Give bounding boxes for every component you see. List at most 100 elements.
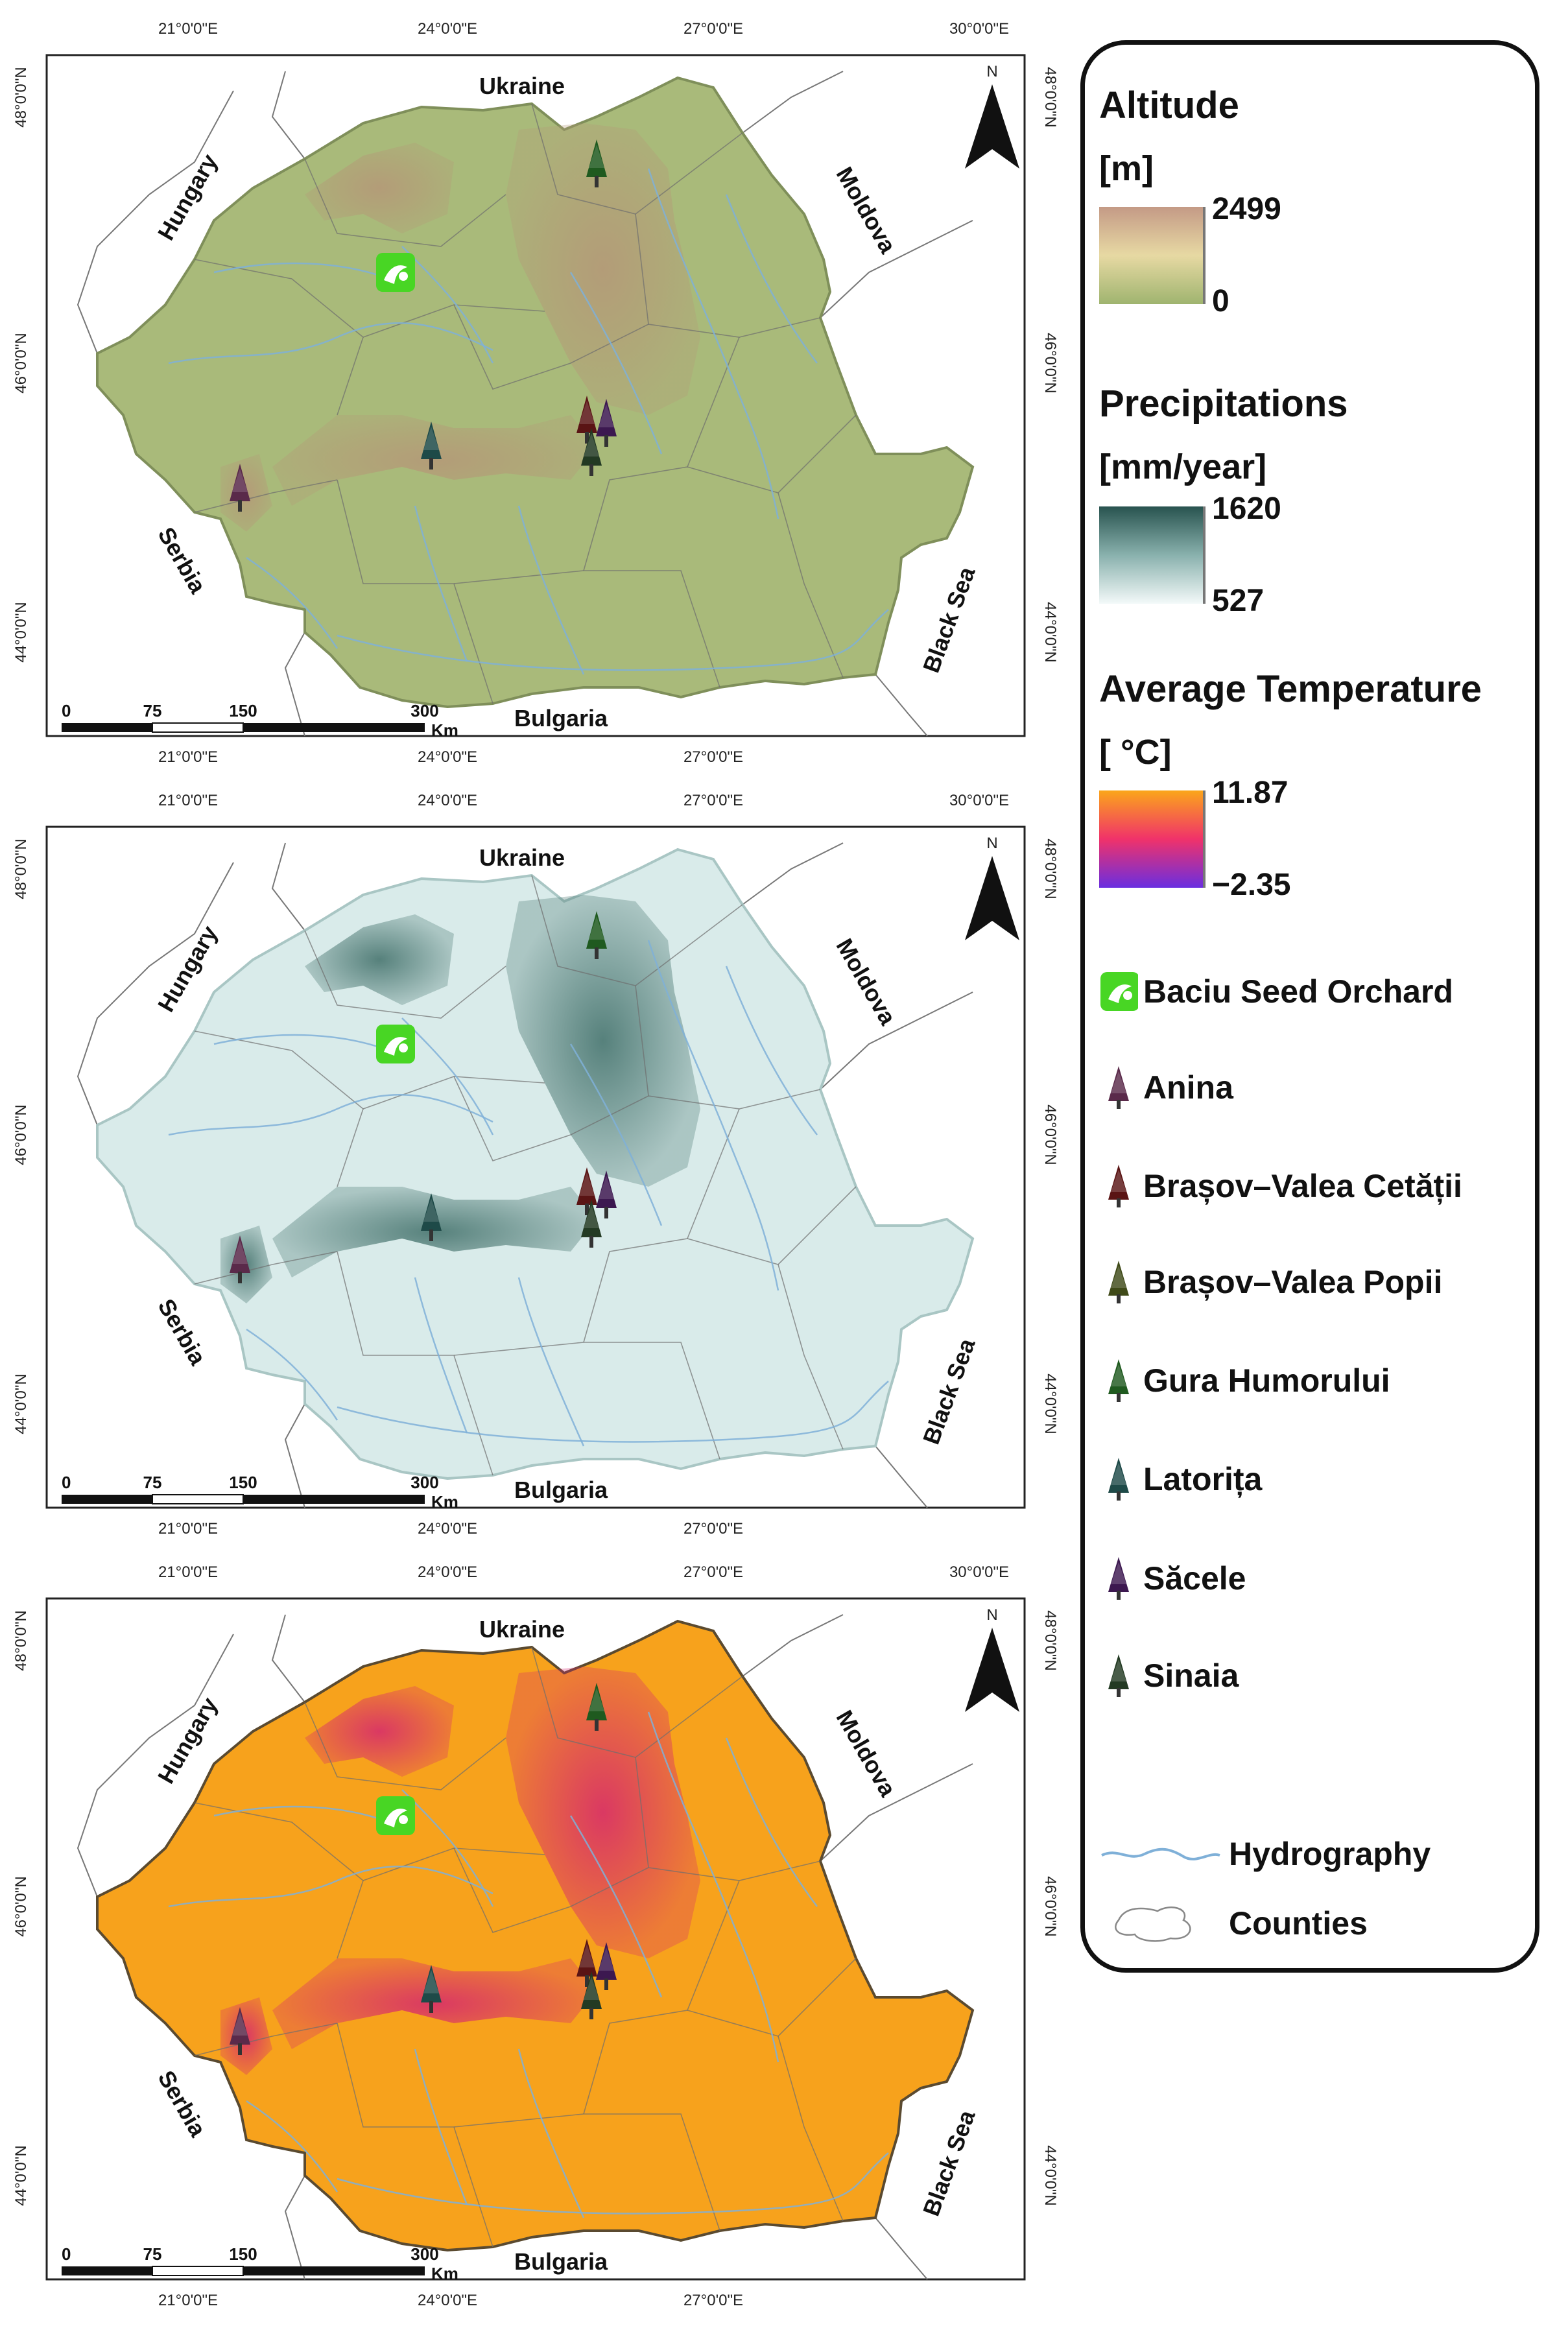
- orchard-icon: [1099, 969, 1138, 1014]
- river: [213, 1034, 390, 1052]
- latitude-label-right: 46°0'0"N: [1041, 1104, 1059, 1165]
- latitude-label-right: 46°0'0"N: [1041, 333, 1059, 393]
- conifer-icon: [581, 1200, 602, 1248]
- county-boundary: [304, 930, 506, 1019]
- longitude-label-top: 24°0'0"E: [418, 20, 477, 38]
- scale-tick-label: 0: [62, 701, 71, 720]
- conifer-icon: [586, 139, 607, 187]
- latitude-label-left: 46°0'0"N: [12, 333, 30, 393]
- neighbor-border: [820, 1763, 973, 1862]
- conifer-icon: [1099, 1653, 1138, 1698]
- county-boundary: [304, 158, 506, 247]
- county-boundary: [583, 1880, 740, 2115]
- scale-tick-label: 150: [229, 701, 257, 720]
- neighbor-border: [271, 842, 305, 931]
- mountain-zone: [272, 1187, 597, 1277]
- conifer-icon: [1099, 1556, 1138, 1601]
- neighbor-border: [820, 220, 973, 318]
- precipitation-map-panel: 21°0'0"E 24°0'0"E 27°0'0"E 30°0'0"E 21°0'0"E…: [0, 772, 1063, 1543]
- county-boundary: [583, 337, 740, 571]
- mountain-zone: [506, 1667, 700, 1958]
- latitude-label-left: 48°0'0"N: [12, 67, 30, 127]
- conifer-icon: [421, 1965, 442, 2013]
- county-boundary: [453, 304, 649, 390]
- north-arrow-icon: [965, 84, 1019, 169]
- conifer-icon: [576, 1939, 597, 1987]
- mountain-zone: [506, 123, 700, 415]
- conifer-icon: [576, 1167, 597, 1215]
- altitude-color-ramp: [1099, 207, 1206, 304]
- scale-tick-label: 300: [410, 2244, 438, 2264]
- neighbor-border: [271, 71, 305, 160]
- county-boundary: [635, 1757, 821, 1881]
- neighbor-border: [820, 992, 973, 1090]
- latitude-label-right: 48°0'0"N: [1041, 1610, 1059, 1670]
- hydrography-label: Hydrography: [1229, 1836, 1431, 1872]
- county-boundary: [453, 2113, 720, 2231]
- north-arrow-icon: [965, 1628, 1019, 1712]
- conifer-icon: [1099, 1456, 1138, 1502]
- county-boundary: [778, 1264, 844, 1450]
- river: [725, 194, 818, 364]
- legend-item-counties: Counties: [1099, 1901, 1368, 1946]
- altitude-map-panel: 21°0'0"E 24°0'0"E 27°0'0"E 30°0'0"E 21°0'0"E…: [0, 0, 1063, 772]
- precipitation-min-value: 527: [1212, 584, 1265, 618]
- longitude-label-bottom: 27°0'0"E: [683, 1520, 743, 1538]
- county-boundary: [194, 1030, 364, 1187]
- ukraine-label: Ukraine: [479, 844, 565, 871]
- county-boundary: [453, 570, 720, 688]
- legend-item: Anina: [1099, 1065, 1233, 1110]
- temperature-map-panel: 21°0'0"E 24°0'0"E 27°0'0"E 30°0'0"E 21°0'0"E…: [0, 1543, 1063, 2315]
- river: [168, 1094, 493, 1136]
- county-boundary: [635, 213, 821, 338]
- bulgaria-label: Bulgaria: [514, 705, 608, 731]
- legend-item-label: Baciu Seed Orchard: [1143, 973, 1453, 1010]
- river: [725, 1737, 818, 1907]
- latitude-label-right: 46°0'0"N: [1041, 1876, 1059, 1936]
- legend-item: Brașov–Valea Cetății: [1099, 1163, 1462, 1209]
- legend-item: Baciu Seed Orchard: [1099, 969, 1453, 1014]
- north-arrow-icon: [965, 856, 1019, 940]
- temperature-legend-unit: [ °C]: [1099, 733, 1172, 772]
- ukraine-label: Ukraine: [479, 73, 565, 99]
- longitude-label-top: 21°0'0"E: [158, 792, 218, 809]
- conifer-icon: [596, 1942, 617, 1990]
- temperature-color-ramp: [1099, 790, 1206, 888]
- longitude-label-top: 30°0'0"E: [949, 1563, 1009, 1581]
- river: [401, 1017, 494, 1135]
- orchard-icon: [376, 1796, 415, 1835]
- neighbor-border: [271, 1614, 305, 1703]
- county-boundary: [194, 1251, 338, 1285]
- river: [517, 2049, 585, 2218]
- latitude-label-right: 48°0'0"N: [1041, 838, 1059, 899]
- river: [337, 609, 889, 671]
- latitude-label-left: 44°0'0"N: [12, 2145, 30, 2205]
- altitude-max-value: 2499: [1212, 192, 1281, 226]
- longitude-label-top: 27°0'0"E: [683, 20, 743, 38]
- county-boundary: [778, 492, 844, 678]
- county-boundary: [194, 1802, 364, 1959]
- ukraine-label: Ukraine: [479, 1616, 565, 1643]
- scale-unit-label: Km: [431, 1492, 458, 1512]
- county-boundary: [337, 2023, 493, 2248]
- legend-item-label: Latorița: [1143, 1461, 1263, 1497]
- conifer-icon: [1099, 1358, 1138, 1403]
- neighbor-border: [875, 1445, 928, 1508]
- latitude-label-right: 44°0'0"N: [1041, 2145, 1059, 2205]
- neighbor-border: [77, 862, 234, 1126]
- river: [401, 1789, 494, 1907]
- river: [168, 1866, 493, 1908]
- legend-item-hydrography: Hydrography: [1099, 1831, 1431, 1877]
- mountain-zone: [305, 143, 454, 233]
- mountain-zone: [305, 1686, 454, 1777]
- romania-territory: [96, 848, 975, 1480]
- longitude-label-bottom: 24°0'0"E: [418, 2292, 477, 2309]
- temperature-legend-title: Average Temperature: [1099, 668, 1482, 710]
- neighbor-border: [77, 1633, 234, 1897]
- river: [213, 1805, 390, 1823]
- mountain-zone: [272, 1958, 597, 2049]
- mountain-zone: [305, 914, 454, 1005]
- longitude-label-top: 24°0'0"E: [418, 1563, 477, 1581]
- river: [337, 2152, 889, 2215]
- conifer-icon: [596, 1170, 617, 1218]
